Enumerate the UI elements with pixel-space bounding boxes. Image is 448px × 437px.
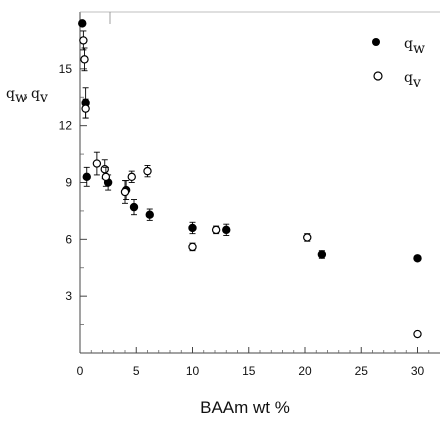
data-point-qv xyxy=(81,104,90,113)
legend-label-qv-sub: v xyxy=(412,75,421,91)
x-tick-label: 20 xyxy=(298,364,312,378)
data-point-qv xyxy=(413,329,422,339)
legend-label-qw-sub: w xyxy=(413,41,425,57)
y-axis-title-qv-sub: v xyxy=(39,90,48,106)
x-axis-title: BAAm wt % xyxy=(200,398,290,417)
data-point-qv xyxy=(80,55,89,64)
data-point-qv xyxy=(79,36,88,45)
x-tick-label: 25 xyxy=(355,364,369,378)
y-axis-title: q w , q v xyxy=(6,86,48,106)
legend: q w q v xyxy=(372,36,425,91)
y-axis-ticks: 3 6 9 12 15 xyxy=(59,40,87,325)
x-tick-label: 10 xyxy=(186,364,200,378)
data-point-qv xyxy=(188,242,197,252)
data-point-qw xyxy=(129,202,139,212)
data-point-qw xyxy=(317,250,327,259)
data-point-qv xyxy=(100,165,109,174)
y-tick-label: 15 xyxy=(59,62,73,76)
data-point-qv xyxy=(120,187,130,197)
x-tick-label: 5 xyxy=(133,364,140,378)
x-tick-label: 0 xyxy=(77,364,84,378)
data-point-qv xyxy=(127,172,136,182)
x-tick-label: 15 xyxy=(242,364,256,378)
x-axis-ticks: 0 5 10 15 20 25 30 xyxy=(77,347,430,378)
data-point-qv xyxy=(303,233,312,242)
y-axis-title-qv-q: q xyxy=(31,86,40,102)
legend-label-qw-main: q xyxy=(404,36,413,52)
y-tick-label: 3 xyxy=(65,289,72,303)
legend-marker-qw xyxy=(372,38,380,46)
y-tick-label: 9 xyxy=(65,176,72,190)
data-point-qw xyxy=(413,254,422,263)
y-tick-label: 12 xyxy=(59,119,73,133)
data-point-qv xyxy=(211,225,221,235)
legend-label-qv-main: q xyxy=(404,70,413,86)
y-axis-title-qw-sub: w xyxy=(15,90,27,106)
data-point-qw xyxy=(78,19,87,28)
y-axis-title-qw-q: q xyxy=(6,86,15,102)
data-point-qv xyxy=(101,172,111,182)
data-marks xyxy=(78,19,422,339)
data-point-qw xyxy=(145,210,154,219)
data-point-qw xyxy=(82,172,91,182)
x-tick-label: 30 xyxy=(411,364,425,378)
legend-marker-qv xyxy=(373,71,383,81)
data-point-qv xyxy=(92,159,102,168)
y-tick-label: 6 xyxy=(65,232,72,246)
y-axis-title-comma: , xyxy=(24,86,28,102)
data-point-qw xyxy=(188,223,197,233)
data-point-qv xyxy=(143,166,152,176)
data-point-qw xyxy=(222,225,231,235)
